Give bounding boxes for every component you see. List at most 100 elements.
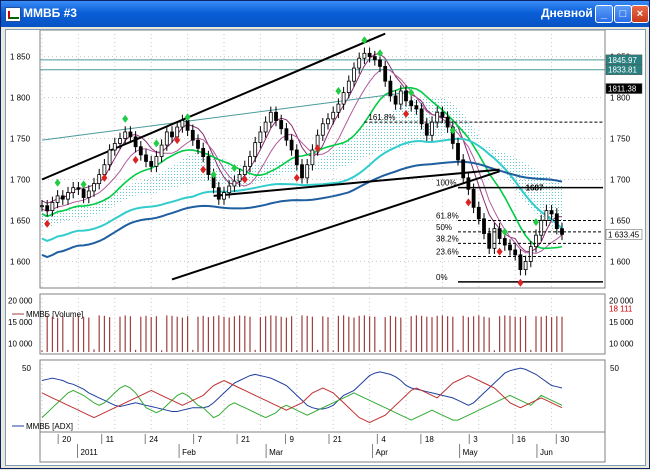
day-label: 4 (381, 435, 386, 444)
sell-signal-marker (517, 278, 524, 287)
price-annotation: 1687 (526, 184, 544, 193)
minimize-button[interactable]: _ (595, 5, 613, 23)
price-bar-body (92, 183, 96, 192)
sell-signal-marker (200, 165, 207, 174)
day-label: 18 (425, 435, 434, 444)
price-bar-body (414, 105, 419, 110)
volume-tick-right: 20 000 (609, 296, 634, 305)
price-tag-label: 1845.97 (608, 56, 637, 65)
price-tick-right: 1 700 (610, 175, 631, 184)
adx-tick-right: 50 (610, 364, 619, 373)
buy-signal-marker (501, 227, 508, 236)
lower-channel-line (171, 170, 500, 281)
month-label: May (463, 448, 478, 457)
price-bar-body (341, 92, 346, 105)
price-tick-right: 1 800 (610, 94, 631, 103)
price-bar-body (258, 131, 263, 144)
price-bar-body (440, 111, 445, 118)
buy-signal-marker (377, 49, 383, 58)
price-bar-body (362, 52, 367, 59)
price-bar-body (71, 187, 76, 193)
adx-panel (39, 359, 606, 433)
green-line (41, 86, 563, 250)
buy-signal-marker (184, 113, 191, 122)
timeframe-label[interactable]: Дневной (541, 6, 593, 20)
chart-area[interactable]: 261.8%161.8%100%61.8%50%38.2%23.6%0%1687… (5, 19, 646, 466)
time-axis (39, 431, 606, 463)
window-title: ММВБ #3 (23, 6, 77, 20)
day-label: 30 (560, 435, 569, 444)
price-bar-body (128, 131, 133, 138)
price-bar-body (253, 142, 258, 157)
price-bar-body (492, 228, 497, 249)
price-tag-label: 1833.81 (608, 66, 637, 75)
day-label: 24 (149, 435, 158, 444)
price-bar-body (471, 188, 476, 208)
maximize-button[interactable]: □ (614, 5, 632, 23)
buy-signal-marker (54, 178, 61, 187)
buy-signal-marker (210, 170, 217, 179)
price-bar-body (326, 118, 330, 125)
day-label: 20 (62, 435, 71, 444)
volume-tick-left: 20 000 (8, 296, 33, 305)
fib-label: 23.6% (436, 248, 459, 257)
price-bar-body (424, 123, 429, 136)
price-bar-body (352, 67, 356, 82)
upper-channel-line (41, 32, 386, 181)
fib-label: 100% (436, 179, 456, 188)
chart-svg[interactable]: 261.8%161.8%100%61.8%50%38.2%23.6%0%1687… (6, 19, 645, 465)
price-tick-left: 1 850 (10, 53, 31, 62)
trend-channels (41, 32, 500, 281)
sell-signal-marker (293, 173, 300, 182)
price-bar-body (154, 156, 159, 167)
month-label: Jun (540, 448, 553, 457)
price-tick-left: 1 700 (10, 175, 31, 184)
cyan-line (41, 137, 563, 242)
sell-signal-marker (241, 175, 248, 184)
volume-tick-right: 18 111 (609, 304, 633, 313)
buy-signal-marker (231, 164, 238, 173)
price-bar-body (367, 52, 372, 57)
fib-label: 50% (436, 223, 452, 232)
price-bar-body (149, 161, 154, 167)
volume-panel-title: ММВБ [Volume] (26, 310, 83, 319)
blue-line (41, 160, 563, 259)
adx-series-line (41, 367, 563, 412)
price-bar-body (138, 146, 143, 156)
price-bar-body (164, 131, 169, 146)
price-bar-body (180, 120, 185, 128)
title-bar[interactable]: ММВБ #3 Дневной _ □ × (1, 1, 649, 27)
day-label: 21 (333, 435, 342, 444)
day-label: 21 (241, 435, 250, 444)
day-label: 7 (198, 435, 203, 444)
adx-series-line (41, 384, 563, 421)
price-bar-body (175, 126, 180, 138)
price-bar-body (336, 103, 341, 113)
price-tag-label: 1 633.45 (608, 230, 640, 239)
adx-panel-title: ММВБ [ADX] (26, 422, 73, 431)
price-bar-body (523, 261, 528, 271)
adx-series-line (41, 375, 563, 424)
price-bar-body (346, 80, 351, 94)
price-bar-body (404, 90, 408, 102)
buy-signal-marker (533, 218, 539, 227)
month-label: Feb (182, 448, 196, 457)
price-bar-body (539, 220, 544, 236)
sell-signal-marker (496, 247, 503, 256)
price-bar-body (331, 111, 336, 120)
pink-line (41, 68, 563, 254)
price-tick-right: 1 650 (610, 216, 631, 225)
price-tick-right: 1 600 (610, 257, 631, 266)
volume-tick-left: 10 000 (8, 339, 33, 348)
buy-signal-marker (153, 139, 160, 148)
sell-signal-marker (403, 109, 409, 118)
price-bar-body (86, 190, 91, 198)
price-bar-body (487, 233, 492, 249)
price-bar-body (435, 111, 440, 123)
sell-signal-marker (101, 173, 108, 182)
price-bar-body (196, 139, 200, 149)
price-tag-label: 1811.38 (608, 85, 637, 94)
close-button[interactable]: × (631, 5, 649, 23)
price-tag-box (605, 83, 643, 94)
